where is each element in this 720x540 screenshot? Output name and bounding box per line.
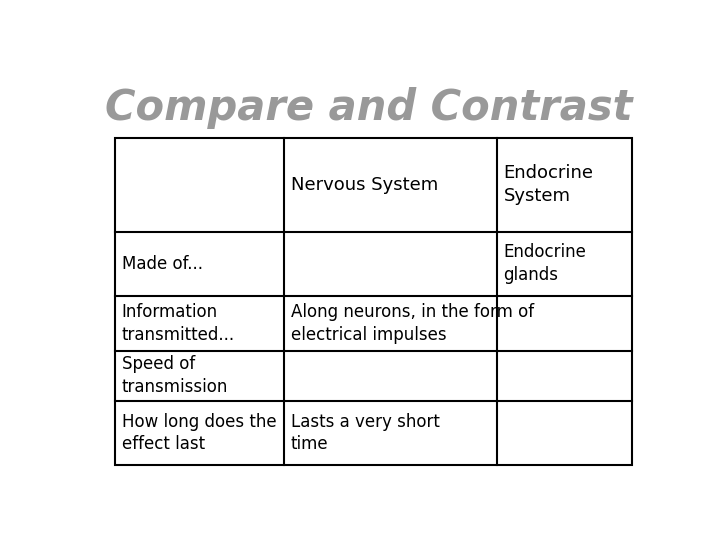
Text: Endocrine
System: Endocrine System (503, 164, 593, 205)
Text: Endocrine
glands: Endocrine glands (503, 244, 586, 284)
Text: Made of...: Made of... (122, 255, 203, 273)
Text: Speed of
transmission: Speed of transmission (122, 355, 228, 396)
Text: Information
transmitted...: Information transmitted... (122, 303, 235, 343)
Text: Along neurons, in the form of
electrical impulses: Along neurons, in the form of electrical… (291, 303, 534, 343)
Bar (115, 138, 632, 465)
Text: Lasts a very short
time: Lasts a very short time (291, 413, 439, 454)
Text: Compare and Contrast: Compare and Contrast (105, 87, 633, 130)
Text: How long does the
effect last: How long does the effect last (122, 413, 276, 454)
Text: Nervous System: Nervous System (291, 176, 438, 194)
